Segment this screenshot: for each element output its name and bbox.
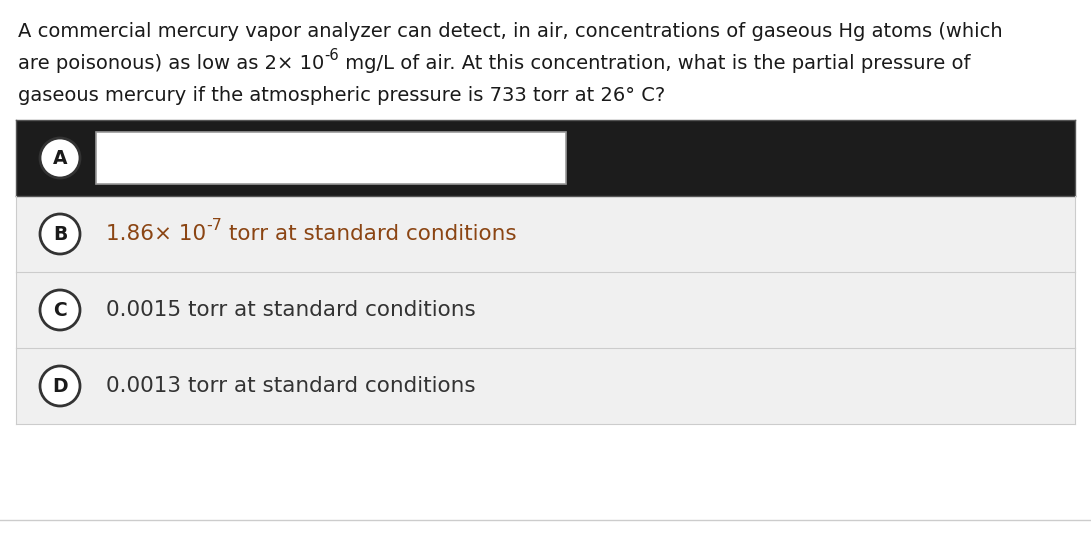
FancyBboxPatch shape (16, 120, 1075, 196)
Text: A: A (52, 148, 68, 168)
Text: gaseous mercury if the atmospheric pressure is 733 torr at 26° C?: gaseous mercury if the atmospheric press… (17, 86, 666, 105)
Text: 0.0013 torr at standard conditions: 0.0013 torr at standard conditions (106, 376, 476, 396)
FancyBboxPatch shape (96, 132, 566, 184)
FancyBboxPatch shape (16, 272, 1075, 348)
Text: A commercial mercury vapor analyzer can detect, in air, concentrations of gaseou: A commercial mercury vapor analyzer can … (17, 22, 1003, 41)
Text: torr at standard conditions: torr at standard conditions (218, 148, 513, 168)
Circle shape (40, 366, 80, 406)
Text: torr at standard conditions: torr at standard conditions (221, 224, 517, 244)
Text: are poisonous) as low as 2× 10: are poisonous) as low as 2× 10 (17, 54, 324, 73)
Text: -10: -10 (192, 142, 218, 156)
Text: 0.0015 torr at standard conditions: 0.0015 torr at standard conditions (106, 300, 476, 320)
FancyBboxPatch shape (16, 348, 1075, 424)
Text: D: D (52, 376, 68, 396)
Text: B: B (52, 224, 68, 244)
FancyBboxPatch shape (16, 196, 1075, 272)
Text: mg/L of air. At this concentration, what is the partial pressure of: mg/L of air. At this concentration, what… (339, 54, 970, 73)
Text: 2.5× 10: 2.5× 10 (106, 148, 192, 168)
Circle shape (40, 138, 80, 178)
Text: -7: -7 (206, 217, 221, 232)
Text: C: C (53, 301, 67, 319)
Circle shape (40, 290, 80, 330)
Circle shape (40, 214, 80, 254)
Text: -6: -6 (324, 48, 339, 63)
Text: 1.86× 10: 1.86× 10 (106, 224, 206, 244)
